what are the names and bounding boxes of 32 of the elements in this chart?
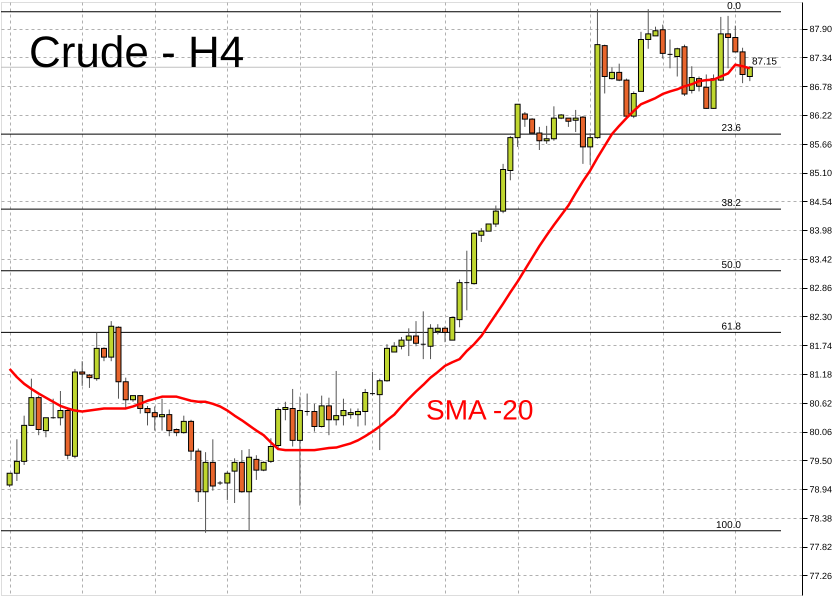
annotation: 23.6 — [722, 123, 742, 134]
y-tick-label: 79.50 — [810, 456, 832, 466]
y-tick-label: 85.66 — [810, 139, 832, 150]
y-tick-label: 84.54 — [810, 196, 832, 207]
y-tick-label: 81.18 — [810, 370, 832, 380]
y-tick-label: 83.98 — [810, 226, 832, 236]
y-tick-label: 86.78 — [810, 82, 832, 92]
y-tick-label: 81.74 — [810, 340, 832, 351]
ref-line-label: 87.15 — [752, 56, 778, 68]
y-tick-label: 77.82 — [810, 542, 832, 552]
annotation: 100.0 — [716, 520, 742, 531]
y-tick-label: 77.26 — [810, 570, 832, 581]
annotation: 61.8 — [722, 321, 742, 332]
text: Crude - H4 — [29, 28, 244, 77]
annotation: 0.0 — [727, 0, 742, 12]
y-tick-label: 82.30 — [810, 312, 832, 322]
y-tick-label: 80.62 — [810, 398, 832, 408]
y-tick-label: 86.22 — [810, 110, 832, 121]
y-tick-label: 78.94 — [810, 484, 832, 495]
y-tick-label: 87.90 — [810, 24, 832, 34]
y-tick-label: 87.34 — [810, 52, 832, 63]
y-tick-label: 85.10 — [810, 168, 832, 178]
y-tick-label: 78.38 — [810, 513, 832, 524]
y-tick-label: 82.86 — [810, 283, 832, 294]
candlestick — [268, 438, 274, 464]
annotation: 50.0 — [722, 260, 742, 271]
candlestick — [224, 470, 230, 500]
annotation: 38.2 — [722, 198, 742, 210]
y-tick-label: 80.06 — [810, 427, 832, 438]
series-label: SMA -20 — [426, 394, 534, 426]
candlestick — [667, 39, 674, 69]
y-tick-label: 83.42 — [810, 254, 832, 264]
